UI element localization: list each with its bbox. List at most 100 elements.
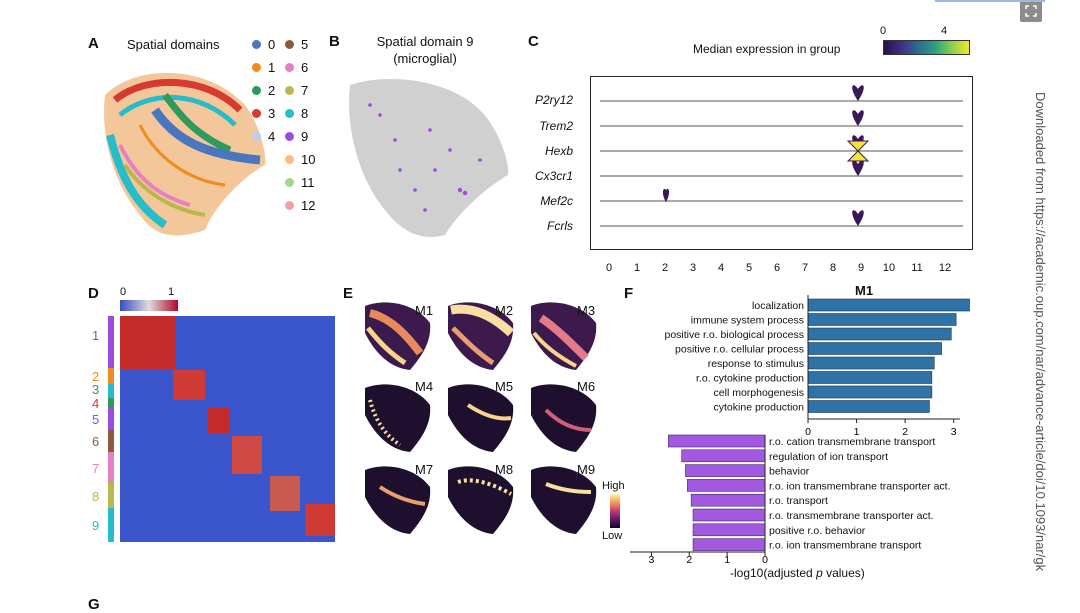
module-label: M6: [577, 379, 596, 394]
heatmap-block: [305, 504, 335, 536]
legend-swatch: [285, 132, 294, 141]
module-label: M9: [577, 462, 596, 477]
heatmap-colorbar-max: 1: [168, 286, 175, 298]
x-axis-label-suffix: values): [822, 566, 865, 580]
legend-item: 4: [252, 129, 275, 144]
violin-group-label: 1: [633, 262, 641, 274]
module-label: M7: [415, 462, 434, 477]
violin-group-label: 10: [882, 262, 896, 274]
heatmap-colorbar: [120, 300, 178, 311]
m1-bar: [807, 327, 952, 341]
panel-letter-e: E: [343, 285, 354, 302]
m1-tick-label: 1: [854, 426, 860, 438]
domain-legend: 0 1 2 3 4 5 6 7 8 9 10 11 12: [252, 37, 352, 213]
heatmap-block: [232, 436, 262, 474]
domain-label: 6: [92, 434, 100, 449]
domain-label: 9: [92, 518, 100, 533]
module-colorbar: [610, 494, 620, 528]
m1-bar: [807, 371, 933, 384]
colorbar-title: Median expression in group: [693, 42, 841, 56]
legend-item: 11: [285, 175, 315, 190]
m1-bar: [807, 400, 930, 413]
m1-term-label: r.o. cytokine production: [696, 373, 804, 385]
panel-letter-g: G: [88, 596, 100, 613]
legend-label: 1: [268, 60, 276, 75]
m1-term-label: positive r.o. cellular process: [675, 344, 804, 356]
m5-bar: [692, 538, 766, 551]
m1-tick-label: 3: [951, 426, 957, 438]
legend-swatch: [285, 109, 294, 118]
m5-term-label: positive r.o. behavior: [769, 525, 866, 537]
m5-term-label: regulation of ion transport: [769, 451, 888, 463]
panel-letter-b: B: [329, 33, 340, 50]
m1-term-label: immune system process: [691, 315, 804, 327]
violin-group-label: 0: [605, 262, 613, 274]
panel-a-title: Spatial domains: [127, 37, 220, 52]
heatmap-block: [173, 370, 205, 400]
module-map: [448, 384, 514, 452]
violin-group-label: 6: [773, 262, 781, 274]
m5-tick-label: 2: [686, 554, 692, 565]
x-axis-label-italic: p: [816, 566, 823, 580]
violin-group-label: 9: [857, 262, 865, 274]
legend-label: 2: [268, 83, 276, 98]
legend-swatch: [285, 86, 294, 95]
gene-label: Fcrls: [547, 219, 573, 233]
module-map: [365, 302, 431, 370]
panel-b-title-line2: (microglial): [393, 51, 457, 66]
legend-label: 11: [301, 175, 315, 190]
module-label: M3: [577, 303, 596, 318]
legend-label: 10: [301, 152, 316, 167]
violin-group-label: 2: [661, 262, 669, 274]
m1-term-label: cell morphogenesis: [714, 387, 804, 399]
legend-swatch: [285, 155, 294, 164]
legend-item: 10: [285, 152, 315, 167]
m1-term-label: localization: [752, 300, 804, 312]
legend-swatch: [285, 63, 294, 72]
m5-bar: [668, 434, 766, 448]
microglial-domain-map: [349, 78, 509, 238]
domain-label: 3: [92, 382, 100, 397]
m1-tick-label: 0: [805, 426, 811, 438]
m1-term-label: positive r.o. biological process: [665, 329, 805, 341]
m1-term-label: response to stimulus: [708, 358, 804, 370]
legend-label: 5: [301, 37, 309, 52]
legend-swatch: [285, 201, 294, 210]
m5-bar: [687, 479, 766, 492]
domain-label: 7: [92, 461, 100, 476]
module-map: [448, 302, 515, 370]
m5-term-label: r.o. transmembrane transporter act.: [769, 510, 934, 522]
m5-bar: [692, 523, 766, 537]
legend-item: 3: [252, 106, 275, 121]
m5-term-label: behavior: [769, 466, 810, 478]
legend-swatch: [285, 40, 294, 49]
legend-label: 7: [301, 83, 309, 98]
enrichment-x-axis-label: -log10(adjusted p values): [730, 566, 865, 580]
module-label: M1: [415, 303, 434, 318]
legend-swatch: [252, 40, 261, 49]
m1-title: M1: [855, 283, 874, 298]
m5-bar: [692, 508, 766, 522]
m1-tick-label: 2: [902, 426, 908, 438]
violin-group-label: 4: [717, 262, 725, 274]
legend-swatch: [285, 178, 294, 187]
legend-item: 9: [285, 129, 308, 144]
colorbar-min: 0: [880, 25, 887, 37]
domain-sidebar: [108, 316, 114, 542]
m1-bar: [807, 342, 942, 355]
m1-bar: [807, 298, 970, 312]
module-colorbar-low: Low: [602, 530, 623, 542]
legend-label: 3: [268, 106, 276, 121]
m5-bar: [681, 449, 766, 463]
top-scroll-indicator[interactable]: [935, 0, 1045, 2]
expand-button[interactable]: [1020, 0, 1042, 22]
legend-item: 7: [285, 83, 308, 98]
domain-label: 8: [92, 489, 100, 504]
module-map: [448, 466, 514, 534]
domain-label: 4: [92, 396, 100, 411]
spatial-domains-map: [104, 72, 266, 236]
module-map: [365, 384, 431, 452]
domain-label: 1: [92, 328, 100, 343]
enrichment-bar-charts: localization immune system process positiv…: [630, 295, 970, 565]
legend-label: 6: [301, 60, 309, 75]
